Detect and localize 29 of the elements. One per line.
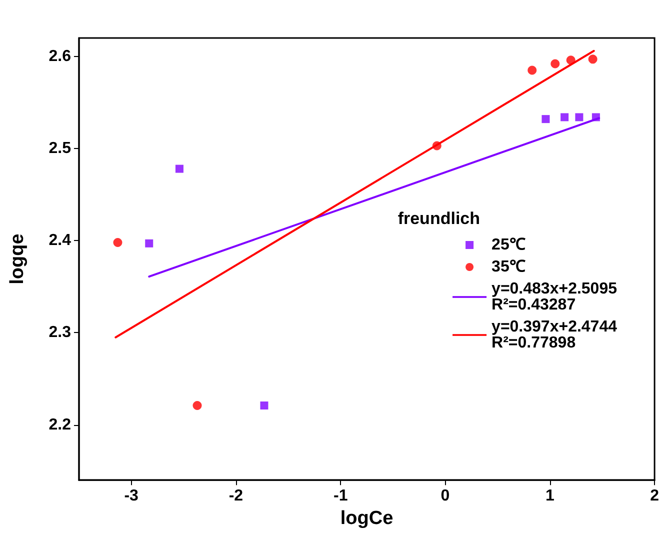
point <box>175 164 184 173</box>
x-tick-label: -1 <box>333 488 348 505</box>
x-tick-label: -3 <box>124 488 139 505</box>
y-axis-title: logqe <box>7 234 28 284</box>
x-tick-label: -2 <box>228 488 244 505</box>
point <box>575 113 584 122</box>
point <box>550 59 560 68</box>
x-tick-label: 2 <box>650 488 660 505</box>
point <box>542 115 550 124</box>
x-tick-label: 0 <box>440 488 450 505</box>
y-tick-label: 2.5 <box>48 140 72 158</box>
point <box>560 113 569 122</box>
point <box>528 66 537 75</box>
y-tick-label: 2.6 <box>48 48 72 65</box>
legend-label: y=0.483x+2.5095 R²=0.43287 <box>492 280 618 314</box>
point <box>145 239 154 248</box>
point <box>260 401 268 410</box>
y-tick-label: 2.3 <box>48 324 72 342</box>
point <box>588 54 598 64</box>
x-axis-title: logCe <box>340 508 394 529</box>
legend-label: y=0.397x+2.4744 R²=0.77898 <box>492 318 618 352</box>
x-tick-label: 1 <box>545 488 554 505</box>
y-tick-label: 2.2 <box>48 416 72 434</box>
y-tick-label: 2.4 <box>48 232 72 250</box>
legend-label: 25℃ <box>492 236 526 254</box>
point <box>192 401 202 410</box>
point <box>113 238 122 247</box>
legend-title: freundlich <box>398 209 480 228</box>
legend-label: 35℃ <box>492 258 526 276</box>
